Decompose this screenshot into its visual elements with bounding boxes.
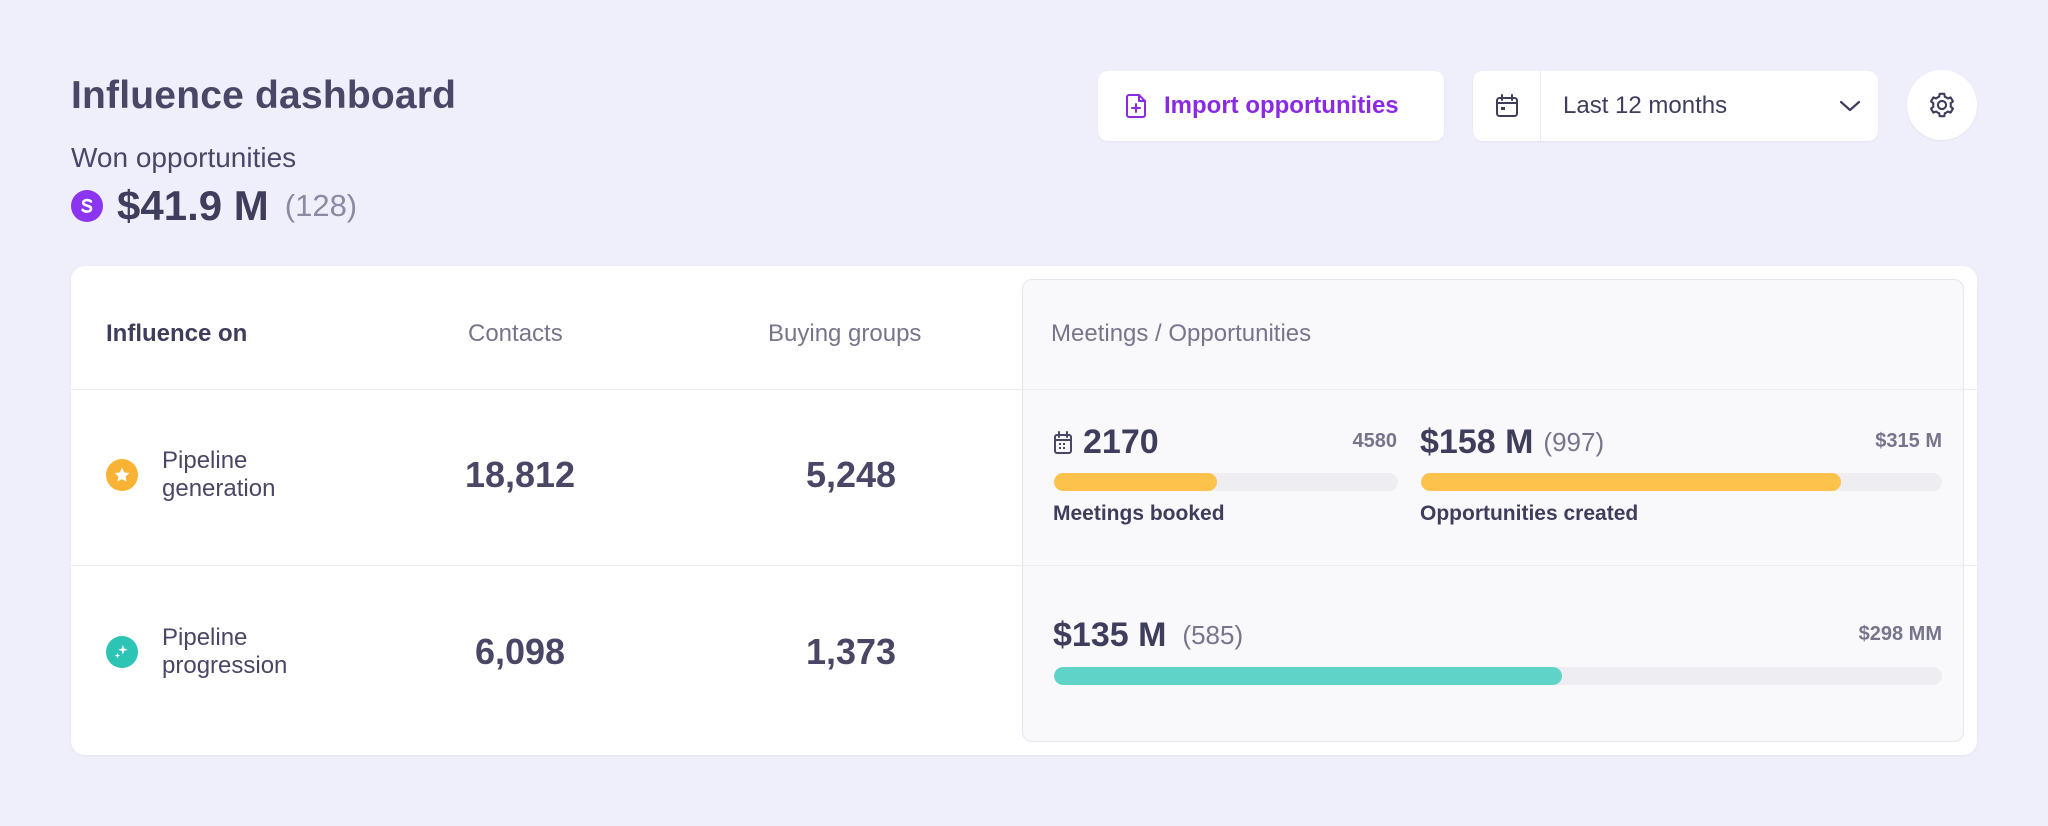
contacts-value: 6,098 [474,631,566,672]
won-opportunities-value: $41.9 M [117,182,269,229]
column-header-influence-on: Influence on [106,320,248,347]
won-opportunities-count: (128) [284,188,358,223]
contacts-value: 18,812 [464,454,576,495]
pipeline-progression-metric: $135 M (585) [1053,616,1243,655]
column-header-meetings-opportunities: Meetings / Opportunities [1051,320,1312,347]
meetings-booked-metric: 2170 [1053,423,1159,462]
pipeline-progression-value: $135 M [1053,616,1167,654]
settings-button[interactable] [1907,70,1977,140]
star-badge-icon [106,459,138,491]
row-divider [71,565,1977,566]
import-opportunities-label: Import opportunities [1164,92,1399,119]
won-opportunities-label: Won opportunities [71,142,297,173]
date-range-value: Last 12 months [1563,92,1728,119]
meetings-booked-label: Meetings booked [1053,502,1225,525]
won-opportunities-kpi: $41.9 M (128) [71,182,357,230]
gear-icon [1928,91,1956,119]
meetings-opportunities-panel [1022,279,1964,742]
opportunities-created-label: Opportunities created [1420,502,1639,525]
opportunities-created-max: $315 M [1875,430,1942,452]
table-row-pipeline-progression[interactable]: Pipeline progression [106,624,322,680]
chevron-down-icon [1822,99,1878,113]
opportunities-created-metric: $158 M (997) [1420,423,1604,462]
row-label: Pipeline progression [162,624,288,679]
opportunities-created-count: (997) [1543,427,1605,457]
opportunities-created-bar-fill [1421,473,1841,491]
calendar-icon [1053,430,1073,455]
pipeline-progression-bar-fill [1054,667,1562,685]
meetings-booked-bar-fill [1054,473,1218,491]
pipeline-progression-bar [1054,667,1942,685]
meetings-booked-max: 4580 [1352,430,1398,452]
opportunities-created-bar [1421,473,1942,491]
column-header-contacts: Contacts [468,320,563,347]
pipeline-progression-count: (585) [1182,620,1244,650]
sparkle-badge-icon [106,636,138,668]
column-header-buying-groups: Buying groups [768,320,922,347]
date-range-select[interactable]: Last 12 months [1473,71,1878,141]
table-row-pipeline-generation[interactable]: Pipeline generation [106,447,322,503]
file-plus-icon [1126,93,1148,119]
buying-groups-value: 1,373 [805,631,897,672]
meetings-booked-value: 2170 [1083,423,1159,461]
row-label: Pipeline generation [162,447,276,502]
import-opportunities-button[interactable]: Import opportunities [1098,71,1444,141]
meetings-booked-bar [1054,473,1398,491]
header-divider [71,389,1977,390]
buying-groups-value: 5,248 [805,454,897,495]
pipeline-progression-max: $298 MM [1858,623,1942,645]
opportunities-created-value: $158 M [1420,423,1534,461]
dollar-badge-icon [71,190,103,222]
page-title: Influence dashboard [71,74,457,117]
calendar-icon [1473,71,1541,141]
